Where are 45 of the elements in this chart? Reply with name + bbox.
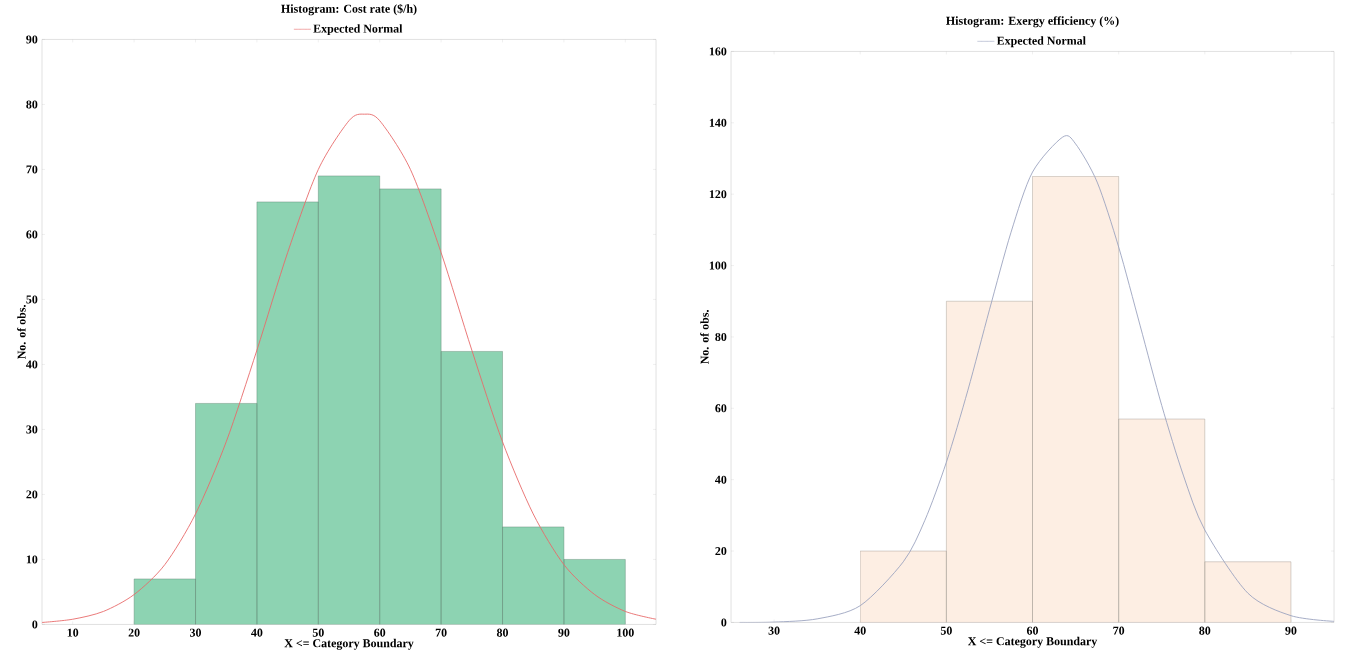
y-tick-label: 0 (32, 620, 38, 629)
x-axis-title: X <= Category Boundary (284, 638, 414, 650)
y-axis-title: No. of obs. (17, 304, 26, 359)
y-tick-label: 70 (26, 165, 38, 174)
y-tick-label: 60 (26, 230, 38, 239)
x-tick-label: 60 (374, 628, 386, 637)
y-tick-label: 20 (715, 546, 727, 555)
x-tick-label: 90 (558, 628, 570, 637)
x-tick-label: 70 (435, 628, 447, 637)
x-tick-label: 40 (251, 628, 263, 637)
y-tick-label: 30 (26, 425, 38, 434)
x-tick-label: 50 (940, 626, 952, 635)
y-tick-label: 50 (26, 295, 38, 304)
y-tick-label: 80 (26, 100, 38, 109)
y-tick-label: 40 (715, 475, 727, 484)
line-series (42, 113, 657, 623)
x-tick-label: 30 (768, 626, 780, 635)
y-tick-label: 0 (721, 618, 727, 627)
y-axis-title: No. of obs. (700, 309, 709, 364)
x-tick-label: 50 (312, 628, 324, 637)
x-axis-title: X <= Category Boundary (967, 636, 1098, 648)
chart-title: Histogram: Cost rate ($/h) (281, 3, 417, 16)
x-tick-label: 70 (1113, 626, 1125, 635)
y-tick-label: 60 (715, 404, 727, 413)
y-tick-label: 120 (709, 189, 727, 198)
y-tick-label: 140 (709, 118, 727, 127)
y-tick-label: 100 (709, 261, 727, 270)
y-tick-label: 160 (709, 47, 727, 56)
legend-label: Expected Normal (313, 24, 403, 35)
x-tick-label: 10 (67, 628, 79, 637)
x-tick-label: 80 (496, 628, 509, 637)
x-tick-label: 100 (617, 628, 634, 637)
y-tick-label: 40 (26, 360, 38, 369)
chart-title: Histogram: Exergy efficiency (%) (946, 15, 1119, 28)
x-tick-label: 20 (128, 628, 140, 637)
y-tick-label: 90 (26, 35, 38, 44)
y-tick-label: 10 (26, 555, 38, 564)
y-tick-label: 20 (26, 490, 38, 499)
x-tick-label: 30 (189, 628, 202, 637)
legend-label: Expected Normal (996, 36, 1086, 47)
x-tick-label: 40 (854, 626, 866, 635)
x-tick-label: 90 (1285, 626, 1297, 635)
x-tick-label: 80 (1199, 626, 1211, 635)
y-tick-label: 80 (715, 332, 727, 341)
x-tick-label: 60 (1026, 626, 1039, 635)
